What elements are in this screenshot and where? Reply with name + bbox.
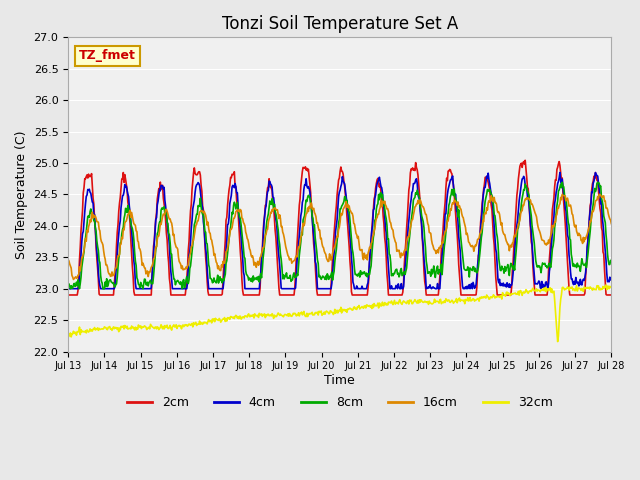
8cm [607, 259, 615, 265]
32cm [602, 282, 610, 288]
16cm [422, 212, 430, 217]
8cm [422, 258, 430, 264]
16cm [607, 221, 615, 227]
16cm [406, 225, 414, 231]
4cm [130, 258, 138, 264]
32cm [74, 329, 82, 335]
8cm [75, 282, 83, 288]
Y-axis label: Soil Temperature (C): Soil Temperature (C) [15, 130, 28, 259]
32cm [607, 285, 615, 290]
16cm [75, 272, 83, 278]
16cm [70, 276, 77, 282]
4cm [214, 286, 221, 291]
2cm [185, 239, 193, 244]
Title: Tonzi Soil Temperature Set A: Tonzi Soil Temperature Set A [221, 15, 458, 33]
2cm [422, 283, 429, 289]
Legend: 2cm, 4cm, 8cm, 16cm, 32cm: 2cm, 4cm, 8cm, 16cm, 32cm [122, 391, 557, 414]
16cm [186, 252, 194, 258]
32cm [64, 334, 72, 340]
4cm [64, 286, 72, 291]
2cm [522, 157, 529, 163]
8cm [131, 250, 138, 255]
4cm [556, 169, 564, 175]
4cm [185, 252, 193, 258]
32cm [185, 321, 193, 327]
8cm [406, 226, 414, 231]
Line: 2cm: 2cm [68, 160, 611, 295]
8cm [558, 180, 566, 185]
2cm [406, 182, 413, 188]
X-axis label: Time: Time [324, 374, 355, 387]
32cm [130, 325, 138, 331]
2cm [64, 292, 72, 298]
4cm [422, 272, 429, 278]
Line: 16cm: 16cm [68, 194, 611, 279]
32cm [554, 339, 561, 345]
2cm [74, 288, 82, 293]
32cm [406, 297, 413, 303]
2cm [607, 292, 615, 298]
16cm [558, 192, 566, 197]
2cm [214, 292, 221, 298]
Line: 32cm: 32cm [68, 285, 611, 342]
32cm [422, 299, 429, 304]
16cm [64, 257, 72, 263]
32cm [214, 317, 221, 323]
8cm [214, 280, 222, 286]
Text: TZ_fmet: TZ_fmet [79, 49, 136, 62]
4cm [406, 209, 413, 215]
4cm [607, 276, 615, 282]
16cm [214, 263, 222, 269]
Line: 8cm: 8cm [68, 182, 611, 288]
8cm [64, 282, 72, 288]
8cm [67, 286, 74, 291]
Line: 4cm: 4cm [68, 172, 611, 288]
8cm [186, 265, 194, 271]
4cm [74, 286, 82, 291]
2cm [130, 288, 138, 294]
16cm [131, 222, 138, 228]
